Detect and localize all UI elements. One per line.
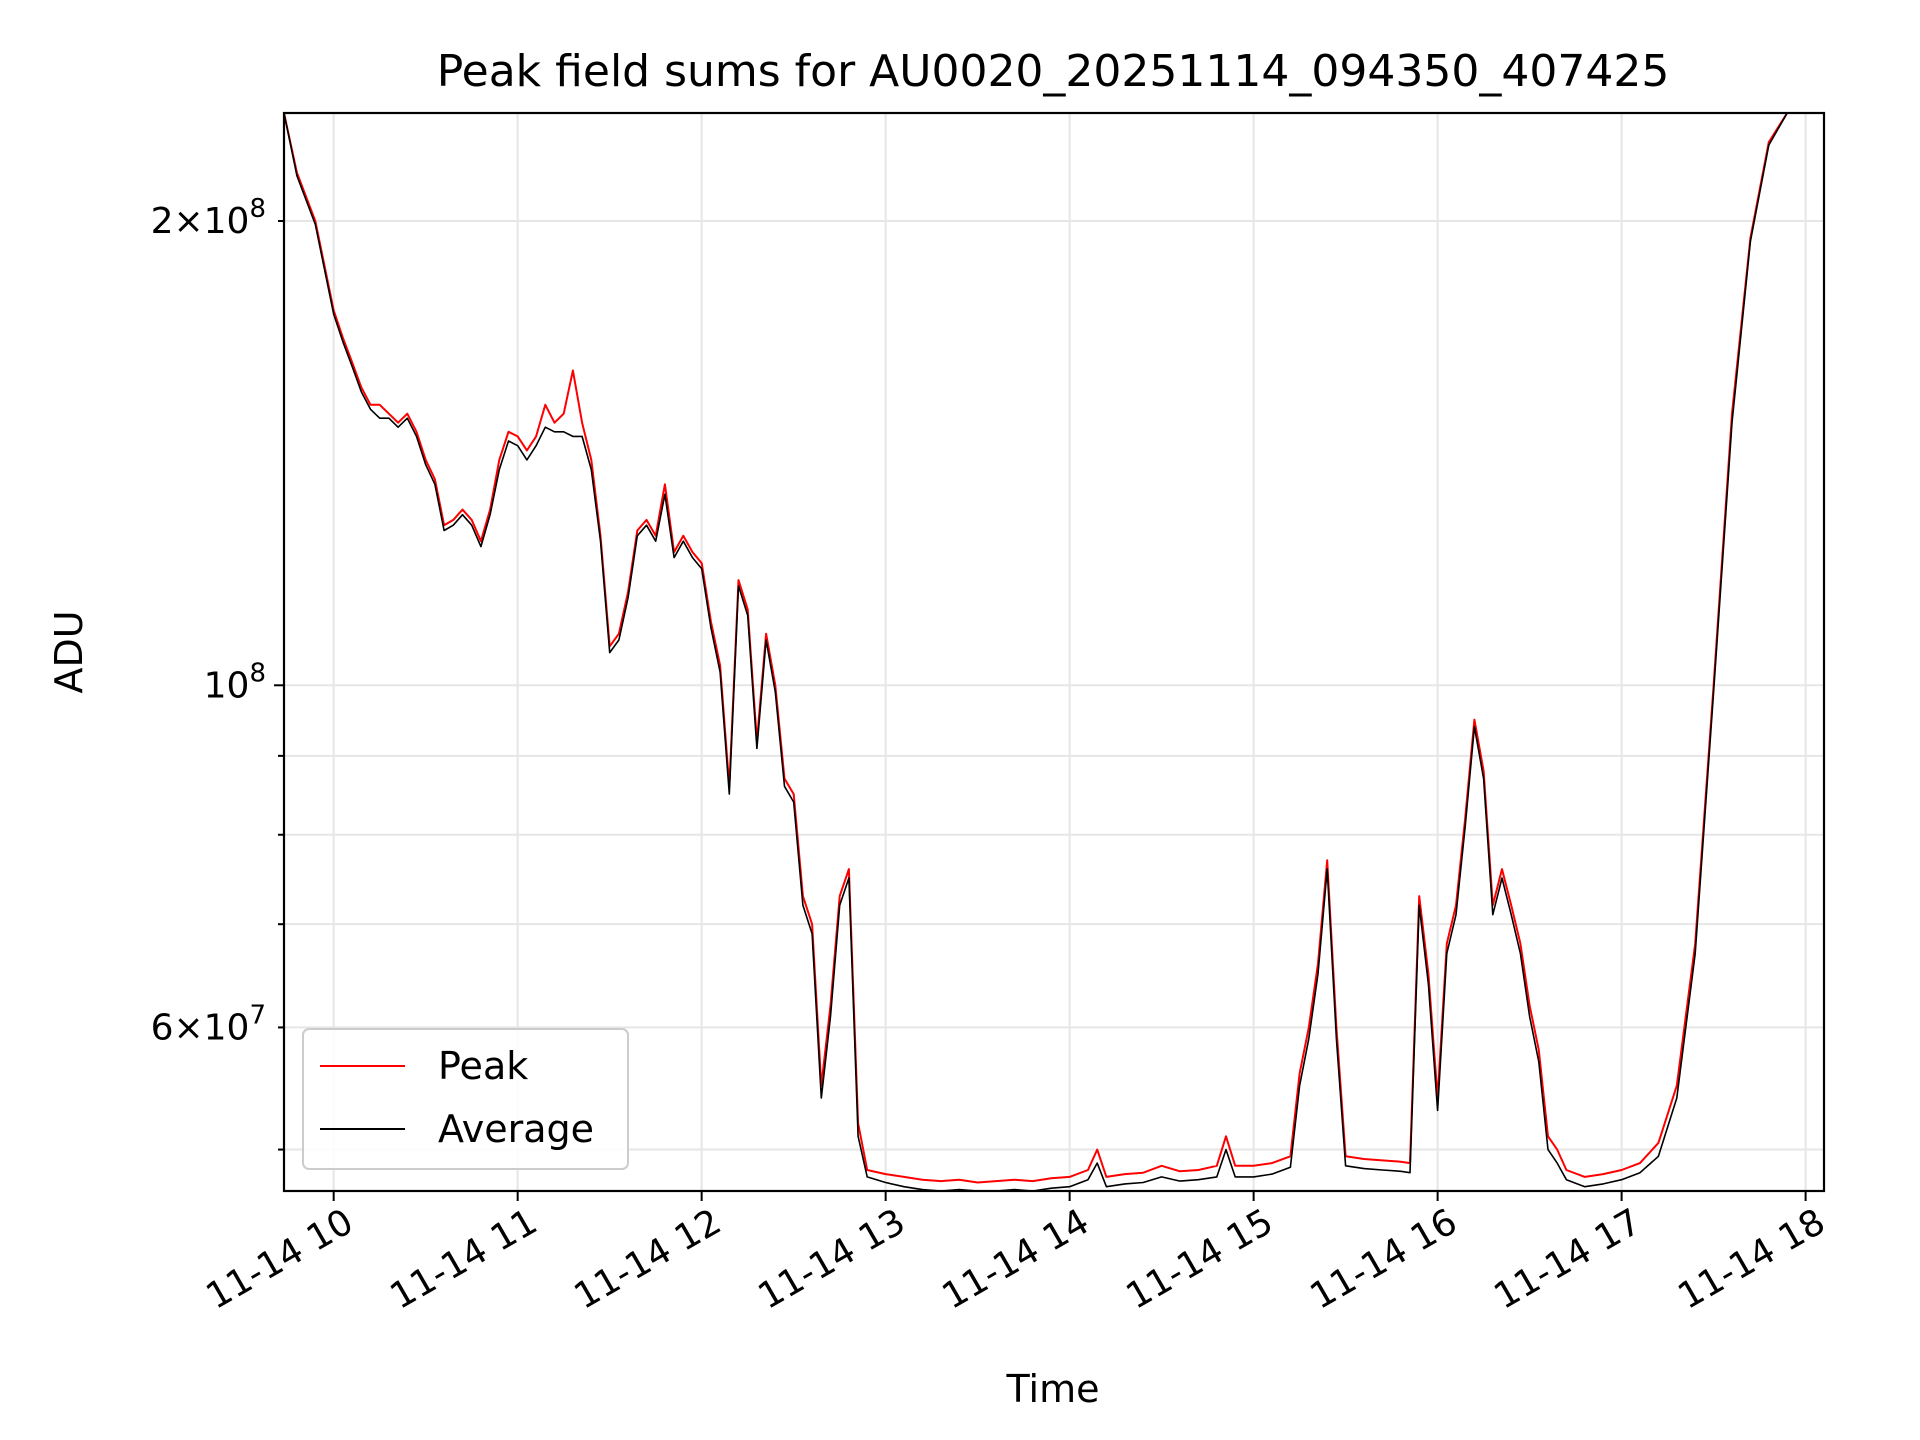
chart-title: Peak field sums for AU0020_20251114_0943…: [437, 46, 1670, 97]
series-line-average: [284, 113, 1806, 1191]
y-tick-label: 6×107: [151, 1000, 266, 1048]
legend-label-average: Average: [438, 1107, 594, 1151]
legend-box: [302, 1028, 629, 1170]
y-axis-title: ADU: [47, 610, 91, 693]
x-axis-title: Time: [1006, 1367, 1100, 1411]
legend: Peak Average: [302, 1028, 629, 1170]
y-axis: 108 6×107 2×108: [151, 194, 284, 1151]
series-layer: [284, 113, 1806, 1191]
legend-label-peak: Peak: [438, 1044, 528, 1088]
y-tick-label: 2×108: [151, 194, 266, 242]
grid: [284, 113, 1824, 1191]
y-tick-label: 108: [204, 658, 266, 706]
plot-frame: [282, 111, 1826, 1193]
